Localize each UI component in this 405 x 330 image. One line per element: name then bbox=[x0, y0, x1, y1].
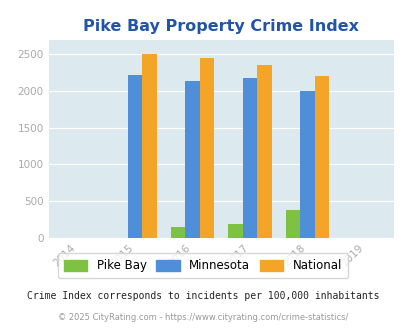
Bar bbox=[300, 91, 314, 238]
Bar bbox=[199, 58, 213, 238]
Bar bbox=[228, 224, 242, 238]
Bar bbox=[128, 75, 142, 238]
Title: Pike Bay Property Crime Index: Pike Bay Property Crime Index bbox=[83, 19, 358, 34]
Bar bbox=[142, 54, 156, 238]
Text: © 2025 CityRating.com - https://www.cityrating.com/crime-statistics/: © 2025 CityRating.com - https://www.city… bbox=[58, 313, 347, 322]
Bar bbox=[185, 82, 199, 238]
Bar bbox=[314, 76, 328, 238]
Bar bbox=[242, 78, 257, 238]
Legend: Pike Bay, Minnesota, National: Pike Bay, Minnesota, National bbox=[58, 253, 347, 278]
Bar bbox=[257, 65, 271, 238]
Bar bbox=[171, 227, 185, 238]
Bar bbox=[285, 210, 300, 238]
Text: Crime Index corresponds to incidents per 100,000 inhabitants: Crime Index corresponds to incidents per… bbox=[27, 291, 378, 301]
